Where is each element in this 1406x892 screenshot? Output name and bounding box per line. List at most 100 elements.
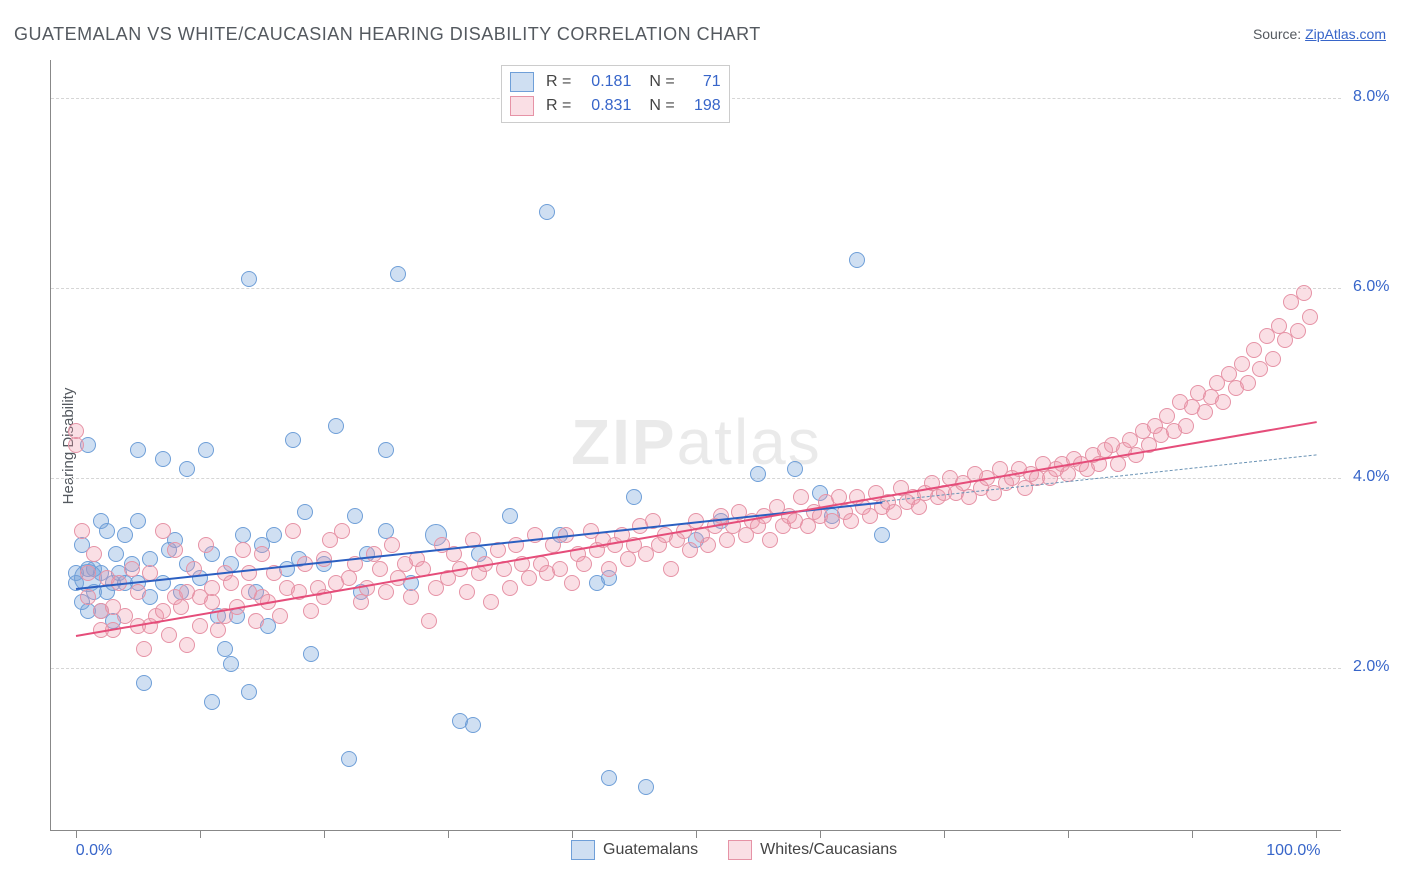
data-point (1234, 356, 1250, 372)
data-point (179, 637, 195, 653)
data-point (108, 546, 124, 562)
data-point (130, 513, 146, 529)
legend-swatch (728, 840, 752, 860)
x-tick (944, 830, 945, 838)
data-point (539, 204, 555, 220)
gridline (51, 668, 1341, 669)
data-point (86, 546, 102, 562)
data-point (843, 513, 859, 529)
data-point (235, 542, 251, 558)
x-tick (324, 830, 325, 838)
data-point (173, 599, 189, 615)
source-label: Source: ZipAtlas.com (1253, 26, 1386, 42)
data-point (1302, 309, 1318, 325)
data-point (99, 523, 115, 539)
legend-series: GuatemalansWhites/Caucasians (571, 840, 897, 860)
chart-title: GUATEMALAN VS WHITE/CAUCASIAN HEARING DI… (14, 24, 761, 45)
legend-item: Whites/Caucasians (728, 840, 897, 860)
data-point (192, 618, 208, 634)
data-point (390, 266, 406, 282)
data-point (155, 523, 171, 539)
data-point (378, 584, 394, 600)
data-point (285, 523, 301, 539)
legend-stats: R =0.181N =71R =0.831N =198 (501, 65, 730, 123)
data-point (341, 570, 357, 586)
data-point (167, 542, 183, 558)
data-point (80, 565, 96, 581)
data-point (161, 627, 177, 643)
data-point (68, 437, 84, 453)
data-point (80, 589, 96, 605)
data-point (626, 489, 642, 505)
x-tick (1316, 830, 1317, 838)
data-point (1240, 375, 1256, 391)
data-point (620, 551, 636, 567)
data-point (378, 442, 394, 458)
data-point (353, 594, 369, 610)
data-point (316, 551, 332, 567)
data-point (384, 537, 400, 553)
legend-swatch (510, 96, 534, 116)
x-tick (76, 830, 77, 838)
data-point (136, 675, 152, 691)
data-point (403, 589, 419, 605)
y-tick-label: 6.0% (1353, 278, 1389, 296)
data-point (179, 461, 195, 477)
data-point (328, 418, 344, 434)
data-point (502, 508, 518, 524)
data-point (601, 770, 617, 786)
data-point (204, 694, 220, 710)
data-point (341, 751, 357, 767)
source-link[interactable]: ZipAtlas.com (1305, 26, 1386, 42)
data-point (303, 603, 319, 619)
data-point (297, 504, 313, 520)
data-point (1290, 323, 1306, 339)
data-point (248, 613, 264, 629)
data-point (663, 561, 679, 577)
data-point (266, 527, 282, 543)
legend-swatch (510, 72, 534, 92)
data-point (521, 570, 537, 586)
data-point (576, 556, 592, 572)
data-point (874, 527, 890, 543)
data-point (130, 584, 146, 600)
data-point (421, 613, 437, 629)
data-point (552, 561, 568, 577)
data-point (198, 442, 214, 458)
legend-stats-row: R =0.181N =71 (510, 70, 721, 94)
data-point (762, 532, 778, 548)
data-point (601, 561, 617, 577)
data-point (241, 684, 257, 700)
data-point (1296, 285, 1312, 301)
data-point (74, 523, 90, 539)
plot-area: ZIPatlas 2.0%4.0%6.0%8.0%0.0%100.0%R =0.… (50, 60, 1341, 831)
x-tick (448, 830, 449, 838)
data-point (793, 489, 809, 505)
data-point (483, 594, 499, 610)
y-tick-label: 4.0% (1353, 468, 1389, 486)
data-point (155, 451, 171, 467)
data-point (1265, 351, 1281, 367)
data-point (849, 252, 865, 268)
chart-container: GUATEMALAN VS WHITE/CAUCASIAN HEARING DI… (0, 0, 1406, 892)
data-point (1178, 418, 1194, 434)
legend-stats-row: R =0.831N =198 (510, 94, 721, 118)
data-point (130, 442, 146, 458)
data-point (223, 575, 239, 591)
data-point (254, 546, 270, 562)
x-tick (820, 830, 821, 838)
data-point (136, 641, 152, 657)
data-point (198, 537, 214, 553)
x-tick-label: 100.0% (1266, 842, 1320, 860)
x-tick (200, 830, 201, 838)
data-point (911, 499, 927, 515)
data-point (750, 466, 766, 482)
data-point (502, 580, 518, 596)
y-tick-label: 8.0% (1353, 88, 1389, 106)
data-point (210, 622, 226, 638)
data-point (700, 537, 716, 553)
data-point (334, 523, 350, 539)
data-point (682, 542, 698, 558)
data-point (459, 584, 475, 600)
data-point (124, 561, 140, 577)
